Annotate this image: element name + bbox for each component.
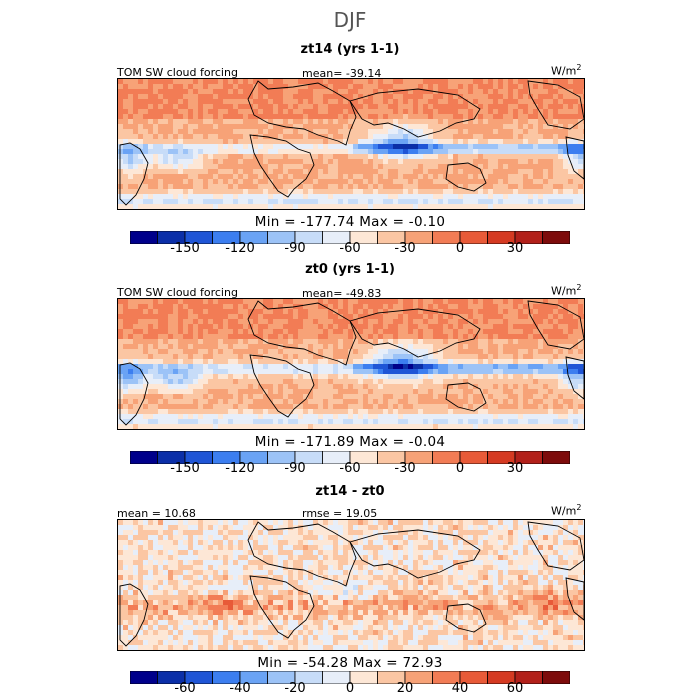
coastline <box>349 88 481 138</box>
panel-3-min-max: Min = -54.28 Max = 72.93 <box>257 655 443 671</box>
coastline <box>445 603 487 633</box>
colorbar-tick-label: -90 <box>284 461 306 476</box>
panel-3-rmse-label: rmse = 19.05 <box>302 507 378 520</box>
colorbar-tick-label: 40 <box>451 681 469 696</box>
colorbar-tick-label: -150 <box>170 241 200 256</box>
colorbar-tick-label: -60 <box>339 241 361 256</box>
coastline <box>445 162 487 192</box>
colorbar-tick-label: 20 <box>396 681 414 696</box>
coastline <box>247 300 357 366</box>
panel-3-mean-label: mean = 10.68 <box>117 507 196 520</box>
panel-3-map <box>117 519 585 651</box>
panel-3-units: W/m2 <box>551 503 582 518</box>
coastline <box>119 142 149 206</box>
coastline <box>247 521 357 587</box>
panel-2-mean-label: mean= -49.83 <box>302 287 382 300</box>
colorbar-tick-label: -150 <box>170 461 200 476</box>
coastline <box>249 354 315 418</box>
colorbar-tick-label: -60 <box>174 681 196 696</box>
colorbar-box <box>542 670 571 685</box>
panel-1-map <box>117 78 585 210</box>
colorbar-tick-label: -40 <box>229 681 251 696</box>
colorbar-tick-label: -120 <box>225 461 255 476</box>
colorbar-box <box>129 230 158 245</box>
panel-2-map <box>117 298 585 430</box>
panel-2-min-max: Min = -171.89 Max = -0.04 <box>254 434 446 450</box>
colorbar-tick-label: 0 <box>455 461 465 476</box>
coastline <box>565 577 584 621</box>
colorbar-tick-label: -20 <box>284 681 306 696</box>
colorbar-box <box>129 450 158 465</box>
coastline <box>119 583 149 647</box>
coastline <box>565 356 584 400</box>
panel-2-variable-label: TOM SW cloud forcing <box>117 286 238 299</box>
panel-2-title: zt0 (yrs 1-1) <box>305 262 395 277</box>
coastline <box>565 136 584 180</box>
colorbar-tick-label: -60 <box>339 461 361 476</box>
colorbar-tick-label: 30 <box>506 241 524 256</box>
colorbar-tick-label: 0 <box>345 681 355 696</box>
panel-1-mean-label: mean= -39.14 <box>302 67 382 80</box>
colorbar-tick-label: -30 <box>394 241 416 256</box>
panel-1-title: zt14 (yrs 1-1) <box>300 42 400 57</box>
colorbar-tick-label: 60 <box>506 681 524 696</box>
colorbar-tick-label: -30 <box>394 461 416 476</box>
coastline <box>119 362 149 426</box>
colorbar-box <box>542 230 571 245</box>
panel-3-title: zt14 - zt0 <box>315 484 385 499</box>
panel-1-units: W/m2 <box>551 63 582 78</box>
coastline <box>527 521 584 571</box>
panel-2-units: W/m2 <box>551 283 582 298</box>
coastline <box>247 80 357 146</box>
panel-3-colorbar <box>129 669 571 685</box>
coastline <box>349 529 481 579</box>
coastline <box>249 134 315 198</box>
panel-1-variable-label: TOM SW cloud forcing <box>117 66 238 79</box>
colorbar-tick-label: 0 <box>455 241 465 256</box>
coastline <box>527 300 584 350</box>
coastline <box>349 308 481 358</box>
colorbar-box <box>542 450 571 465</box>
colorbar-tick-label: 30 <box>506 461 524 476</box>
coastline <box>527 80 584 130</box>
colorbar-tick-label: -120 <box>225 241 255 256</box>
colorbar-tick-label: -90 <box>284 241 306 256</box>
colorbar-box <box>129 670 158 685</box>
coastline <box>445 382 487 412</box>
coastline <box>249 575 315 639</box>
season-title: DJF <box>333 8 367 32</box>
panel-1-min-max: Min = -177.74 Max = -0.10 <box>254 214 446 230</box>
